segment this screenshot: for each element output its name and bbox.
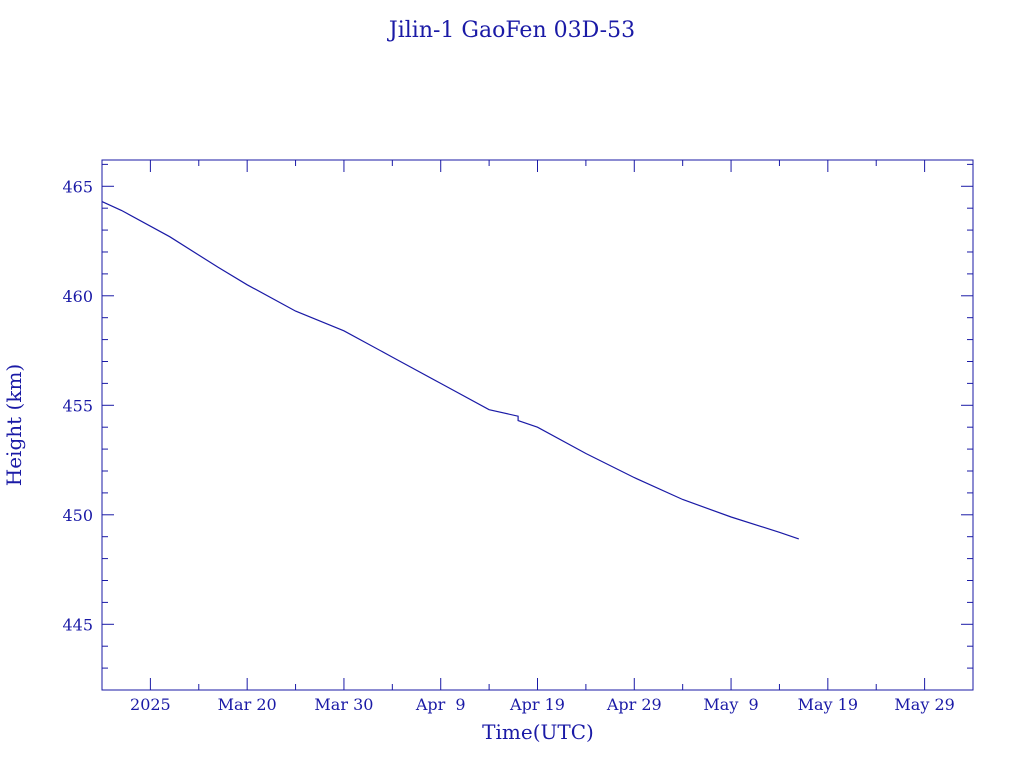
y-tick-label: 460 <box>62 287 93 306</box>
x-tick-label: May 9 <box>703 695 758 714</box>
x-tick-label: Mar 30 <box>314 695 373 714</box>
y-tick-label: 465 <box>62 177 93 196</box>
y-tick-labels: 445 450 455 460 465 <box>62 177 93 634</box>
plot-frame <box>101 159 974 691</box>
tick-marks <box>101 160 974 691</box>
y-tick-label: 445 <box>62 615 93 634</box>
x-tick-label: Apr 9 <box>415 695 466 714</box>
x-tick-labels: 2025 Mar 20 Mar 30 Apr 9 Apr 19 Apr 29 May 9 Ma… <box>130 695 955 714</box>
y-axis-label: Height (km) <box>2 364 26 486</box>
x-tick-label: May 19 <box>798 695 858 714</box>
y-tick-label: 450 <box>62 506 93 525</box>
x-tick-label: Mar 20 <box>218 695 277 714</box>
chart-title: Jilin-1 GaoFen 03D-53 <box>387 18 635 43</box>
x-tick-label: Apr 29 <box>606 695 662 714</box>
x-tick-label: Apr 19 <box>509 695 565 714</box>
x-tick-label: 2025 <box>130 695 171 714</box>
x-axis-label: Time(UTC) <box>482 720 594 744</box>
x-tick-label: May 29 <box>894 695 954 714</box>
y-tick-label: 455 <box>62 396 93 415</box>
series-line-height <box>101 201 799 540</box>
